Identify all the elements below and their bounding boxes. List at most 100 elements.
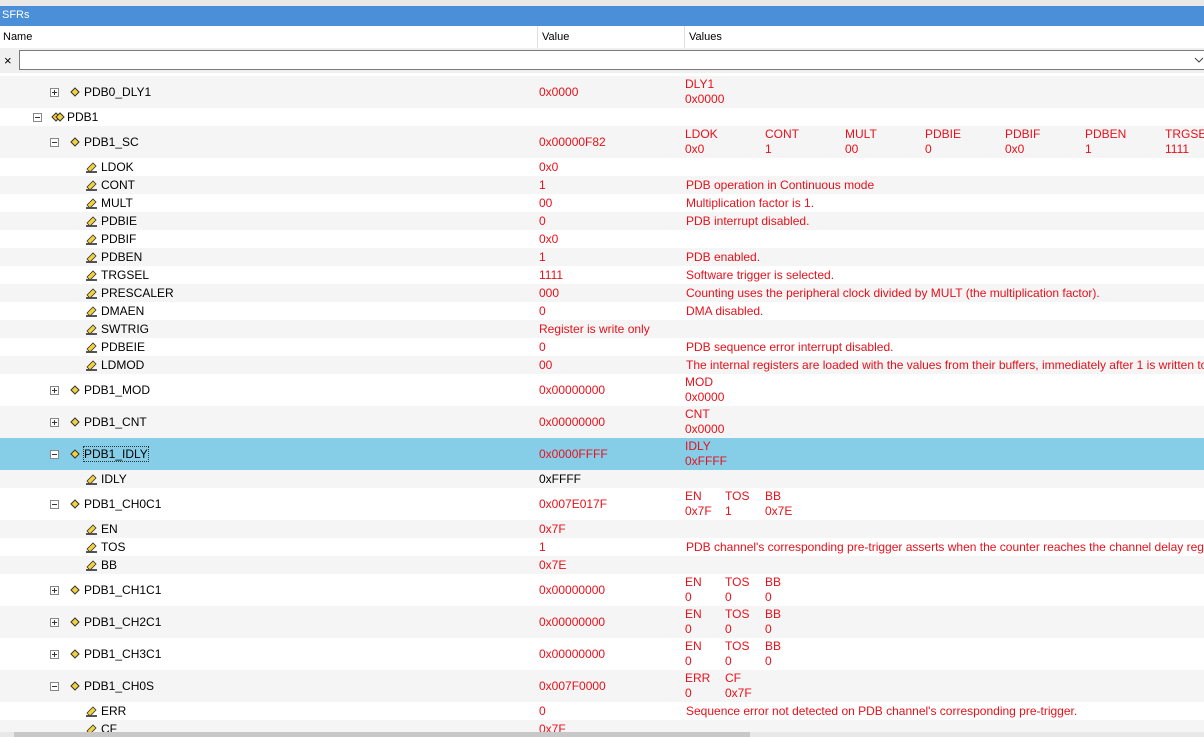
clear-filter[interactable]: ×: [4, 53, 12, 68]
register-value: 0x00000F82: [539, 135, 606, 149]
field-icon: [86, 288, 97, 299]
tree-row[interactable]: CONT 1 PDB operation in Continuous mode: [0, 176, 1204, 194]
tree-row[interactable]: PDB1_IDLY 0x0000FFFF IDLY 0xFFFF: [0, 438, 1204, 470]
register-name: PDB1_CH3C1: [84, 647, 162, 661]
expander[interactable]: [50, 682, 59, 691]
expander[interactable]: [50, 386, 59, 395]
tree-row[interactable]: PDB1_SC 0x00000F82 LDOK 0x0 CONT 1 MULT 00 PDBIE…: [0, 126, 1204, 158]
field-description: PDB interrupt disabled.: [686, 214, 810, 228]
register-value: 0: [539, 340, 546, 354]
field-description: Sequence error not detected on PDB chann…: [686, 704, 1078, 718]
field-label: PDBIF: [1005, 127, 1041, 141]
field-value: 1111: [1165, 142, 1190, 156]
field-label: CF: [725, 671, 741, 685]
tree-row[interactable]: TOS 1 PDB channel's corresponding pre-trig…: [0, 538, 1204, 556]
field-label: TOS: [725, 575, 750, 589]
tree-row[interactable]: DMAEN 0 DMA disabled.: [0, 302, 1204, 320]
window-title: SFRs: [2, 9, 30, 21]
field-label: BB: [765, 489, 782, 503]
register-name: PDB1_CH1C1: [84, 583, 162, 597]
peripheral-icon: [51, 112, 65, 122]
register-name: PRESCALER: [101, 286, 174, 300]
register-name: CF: [101, 722, 117, 732]
field-value: 0: [765, 590, 772, 604]
field-label: TOS: [725, 639, 750, 653]
expander[interactable]: [50, 650, 59, 659]
register-name: ERR: [101, 704, 127, 718]
field-value: 0x0: [1005, 142, 1025, 156]
field-label: MULT: [845, 127, 877, 141]
field-label: EN: [685, 607, 702, 621]
tree-row[interactable]: PDB1_MOD 0x00000000 MOD 0x0000: [0, 374, 1204, 406]
tree-row[interactable]: PDBIE 0 PDB interrupt disabled.: [0, 212, 1204, 230]
expander[interactable]: [50, 586, 59, 595]
tree-row[interactable]: LDOK 0x0: [0, 158, 1204, 176]
expander[interactable]: [50, 88, 59, 97]
tree-row[interactable]: EN 0x7F: [0, 520, 1204, 538]
register-name: DMAEN: [101, 304, 145, 318]
field-label: CONT: [765, 127, 799, 141]
expander[interactable]: [50, 618, 59, 627]
tree-row[interactable]: PDB1_CNT 0x00000000 CNT 0x0000: [0, 406, 1204, 438]
field-value: 0: [685, 590, 692, 604]
tree-row[interactable]: BB 0x7E: [0, 556, 1204, 574]
register-name: CONT: [101, 178, 135, 192]
field-value: 0x0000: [685, 390, 725, 404]
tree-row[interactable]: PDB1_CH2C1 0x00000000 EN 0 TOS 0 BB 0: [0, 606, 1204, 638]
tree-row[interactable]: CF 0x7F: [0, 720, 1204, 732]
register-name: PDB1_CNT: [84, 415, 147, 429]
field-icon: [86, 234, 97, 245]
register-name: PDB1_CH0S: [84, 679, 155, 693]
field-label: BB: [765, 607, 782, 621]
register-name: PDBIE: [101, 214, 138, 228]
field-icon: [86, 162, 97, 173]
column-value[interactable]: Value: [542, 31, 570, 43]
tree-row[interactable]: PDB1_CH0S 0x007F0000 ERR 0 CF 0x7F: [0, 670, 1204, 702]
scroll-thumb[interactable]: [14, 732, 750, 737]
tree-row[interactable]: LDMOD 00 The internal registers are loaded…: [0, 356, 1204, 374]
field-description: The internal registers are loaded with t…: [686, 358, 1204, 372]
register-name: PDB1_SC: [84, 135, 139, 149]
filter-row: ×: [0, 48, 1204, 73]
column-values[interactable]: Values: [689, 31, 722, 43]
tree-row[interactable]: PDB1: [0, 108, 1204, 126]
expander[interactable]: [33, 113, 42, 122]
register-value: 0: [539, 214, 546, 228]
dropdown-arrow[interactable]: [1194, 56, 1204, 64]
tree-row[interactable]: PDB0_DLY1 0x0000 DLY1 0x0000: [0, 76, 1204, 108]
field-label: TOS: [725, 607, 750, 621]
register-name: PDB1_CH0C1: [84, 497, 162, 511]
register-value: 0x0: [539, 160, 559, 174]
register-value: 0x00000000: [539, 615, 606, 629]
field-label: PDBEN: [1085, 127, 1127, 141]
field-value: 0x7E: [765, 504, 793, 518]
register-name: PDBIF: [101, 232, 137, 246]
expander[interactable]: [50, 450, 59, 459]
field-value: 0: [685, 622, 692, 636]
tree-row[interactable]: PDBEIE 0 PDB sequence error interrupt disa…: [0, 338, 1204, 356]
tree-row[interactable]: PDB1_CH1C1 0x00000000 EN 0 TOS 0 BB 0: [0, 574, 1204, 606]
register-icon: [70, 617, 80, 627]
horizontal-scrollbar[interactable]: [0, 732, 1204, 737]
tree-row[interactable]: ERR 0 Sequence error not detected on PDB c…: [0, 702, 1204, 720]
filter-input[interactable]: [19, 50, 1204, 70]
tree-row[interactable]: PDBEN 1 PDB enabled.: [0, 248, 1204, 266]
tree-row[interactable]: PDB1_CH3C1 0x00000000 EN 0 TOS 0 BB 0: [0, 638, 1204, 670]
tree-row[interactable]: PDBIF 0x0: [0, 230, 1204, 248]
tree-row[interactable]: PRESCALER 000 Counting uses the peripheral…: [0, 284, 1204, 302]
tree-row[interactable]: MULT 00 Multiplication factor is 1.: [0, 194, 1204, 212]
tree-row[interactable]: IDLY 0xFFFF: [0, 470, 1204, 488]
column-name[interactable]: Name: [3, 31, 33, 43]
expander[interactable]: [50, 418, 59, 427]
tree-row[interactable]: PDB1_CH0C1 0x007E017F EN 0x7F TOS 1 BB 0x7E: [0, 488, 1204, 520]
column-header: Name Value Values: [0, 26, 1204, 49]
expander[interactable]: [50, 138, 59, 147]
expander[interactable]: [50, 500, 59, 509]
field-icon: [86, 360, 97, 371]
register-name: LDMOD: [101, 358, 145, 372]
register-value: Register is write only: [539, 322, 650, 336]
tree-row[interactable]: TRGSEL 1111 Software trigger is selected.: [0, 266, 1204, 284]
tree-row[interactable]: SWTRIG Register is write only: [0, 320, 1204, 338]
field-value: 0: [685, 654, 692, 668]
